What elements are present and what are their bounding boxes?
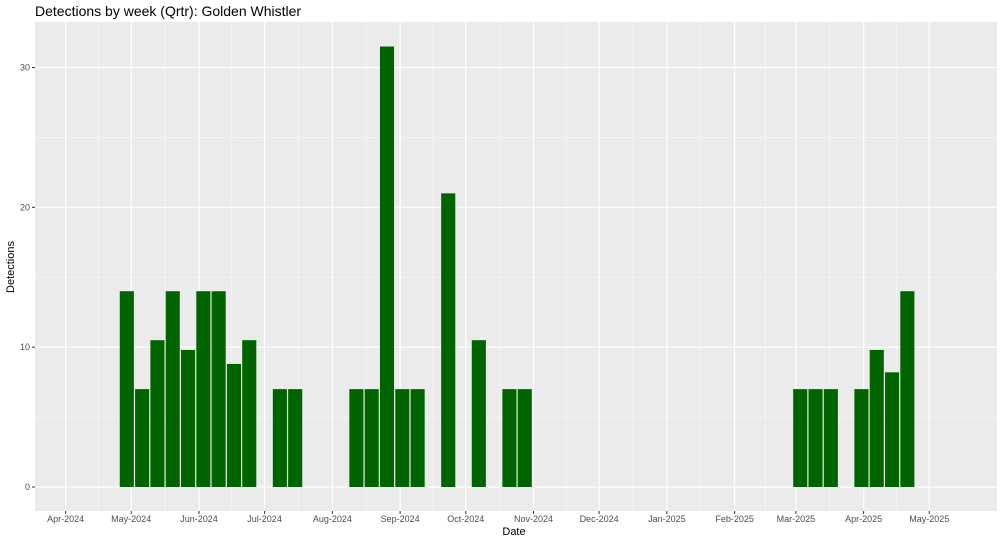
y-axis-ticks: 0 10 20 30 (20, 63, 35, 492)
bar (869, 349, 884, 487)
y-tick-label: 20 (20, 202, 30, 212)
bar (196, 291, 211, 487)
bar (379, 46, 395, 488)
bar (517, 389, 532, 487)
bar (441, 193, 456, 487)
bar (900, 291, 915, 487)
x-tick-label: Apr-2025 (845, 514, 882, 524)
bar (165, 291, 180, 487)
x-tick-label: Dec-2024 (580, 514, 619, 524)
x-tick-label: Mar-2025 (777, 514, 816, 524)
bar (119, 291, 134, 487)
bar (502, 389, 517, 487)
x-tick-label: Oct-2024 (447, 514, 484, 524)
bar (364, 389, 379, 487)
x-tick-label: Apr-2024 (47, 514, 84, 524)
x-tick-label: Nov-2024 (514, 514, 553, 524)
y-tick-label: 10 (20, 342, 30, 352)
bar (823, 389, 838, 487)
bar (180, 349, 196, 487)
bars (119, 46, 915, 488)
y-tick-label: 30 (20, 63, 30, 73)
bar (272, 389, 287, 487)
x-axis-title: Date (502, 526, 525, 538)
bar (471, 340, 486, 487)
bar (135, 389, 150, 487)
bar (808, 389, 823, 487)
x-tick-label: Jan-2025 (648, 514, 686, 524)
y-axis-title: Detections (5, 241, 17, 293)
bar (211, 291, 226, 487)
x-tick-label: Jun-2024 (180, 514, 218, 524)
x-tick-label: May-2024 (111, 514, 151, 524)
bar (395, 389, 410, 487)
x-tick-label: Feb-2025 (715, 514, 754, 524)
bar (349, 389, 364, 487)
x-tick-label: Sep-2024 (381, 514, 420, 524)
chart-title: Detections by week (Qrtr): Golden Whistl… (35, 3, 301, 19)
bar (226, 363, 242, 487)
x-axis-ticks: Apr-2024 May-2024 Jun-2024 Jul-2024 Aug-2024… (47, 511, 949, 524)
y-tick-label: 0 (25, 482, 30, 492)
x-tick-label: Aug-2024 (313, 514, 352, 524)
bar (150, 340, 165, 487)
bar (288, 389, 303, 487)
x-tick-label: May-2025 (909, 514, 949, 524)
bar (793, 389, 808, 487)
bar (242, 340, 257, 487)
bar (410, 389, 425, 487)
x-tick-label: Jul-2024 (247, 514, 282, 524)
bar (885, 372, 900, 487)
bar (854, 389, 869, 487)
